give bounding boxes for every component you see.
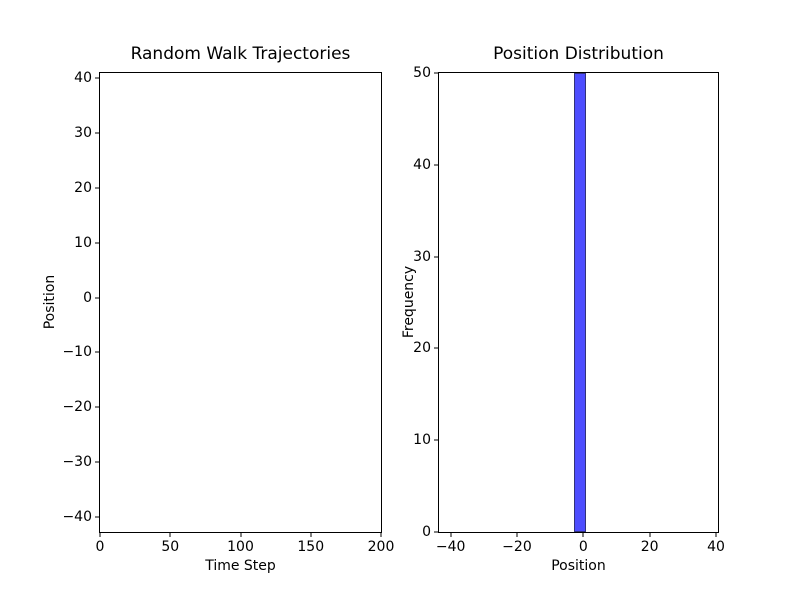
y-tick-mark bbox=[434, 72, 439, 74]
y-tick-label: 40 bbox=[413, 156, 431, 173]
x-tick-label: −40 bbox=[435, 539, 466, 555]
y-tick-mark bbox=[95, 77, 100, 79]
x-tick-label: 100 bbox=[227, 539, 254, 555]
y-tick-label: 50 bbox=[413, 65, 431, 81]
y-tick-mark bbox=[434, 347, 439, 349]
x-tick-mark bbox=[169, 532, 171, 537]
y-tick-mark bbox=[95, 297, 100, 299]
x-tick-mark bbox=[715, 532, 717, 537]
y-tick-mark bbox=[95, 351, 100, 353]
y-tick-label: 30 bbox=[413, 248, 431, 265]
right-chart-title: Position Distribution bbox=[493, 44, 664, 64]
y-tick-mark bbox=[95, 461, 100, 463]
x-tick-label: 150 bbox=[297, 539, 325, 555]
x-tick-mark bbox=[649, 532, 651, 537]
y-tick-label: 10 bbox=[74, 234, 92, 251]
x-tick-mark bbox=[310, 532, 312, 537]
x-tick-label: 50 bbox=[161, 539, 180, 555]
y-tick-label: 10 bbox=[413, 432, 431, 449]
y-tick-label: 30 bbox=[74, 125, 92, 142]
x-tick-label: 20 bbox=[640, 539, 659, 555]
left-y-axis-label: Position bbox=[42, 274, 58, 330]
y-tick-label: 40 bbox=[74, 70, 92, 87]
y-tick-label: −10 bbox=[62, 344, 92, 361]
right-x-axis-label: Position bbox=[551, 558, 606, 574]
x-tick-label: 40 bbox=[707, 539, 725, 555]
y-tick-label: 20 bbox=[74, 180, 92, 197]
y-tick-mark bbox=[434, 439, 439, 441]
y-tick-mark bbox=[434, 164, 439, 166]
y-tick-mark bbox=[95, 516, 100, 518]
y-tick-mark bbox=[434, 531, 439, 533]
y-tick-mark bbox=[434, 256, 439, 258]
left-chart-title: Random Walk Trajectories bbox=[130, 44, 351, 64]
x-tick-mark bbox=[240, 532, 241, 537]
y-tick-mark bbox=[95, 132, 100, 134]
x-tick-mark bbox=[582, 532, 584, 537]
y-tick-label: −30 bbox=[62, 453, 92, 470]
y-tick-mark bbox=[95, 406, 100, 408]
y-tick-mark bbox=[95, 187, 100, 189]
x-tick-label: 200 bbox=[367, 539, 395, 555]
x-tick-mark bbox=[99, 532, 101, 537]
y-tick-label: −40 bbox=[62, 508, 92, 525]
y-tick-label: 0 bbox=[83, 289, 92, 306]
x-tick-label: 0 bbox=[95, 539, 105, 555]
x-tick-mark bbox=[380, 532, 382, 537]
x-tick-label: −20 bbox=[502, 539, 532, 555]
y-tick-label: 0 bbox=[422, 524, 431, 540]
position-distribution-axes: −40 −20 0 20 40 0 10 20 30 40 50 bbox=[413, 66, 725, 554]
random-walk-trajectories-axes: 0 50 100 150 200 −40 −30 −20 −10 0 10 20 30 40 bbox=[62, 71, 394, 554]
y-tick-mark bbox=[95, 242, 100, 244]
left-x-axis-label: Time Step bbox=[205, 558, 276, 574]
y-tick-label: 20 bbox=[413, 340, 431, 357]
y-tick-label: −20 bbox=[62, 399, 92, 416]
x-tick-mark bbox=[450, 532, 452, 537]
right-y-axis-label: Frequency bbox=[401, 265, 417, 339]
x-tick-label: 0 bbox=[578, 539, 588, 555]
histogram-bar bbox=[574, 73, 586, 532]
x-tick-mark bbox=[516, 532, 518, 537]
